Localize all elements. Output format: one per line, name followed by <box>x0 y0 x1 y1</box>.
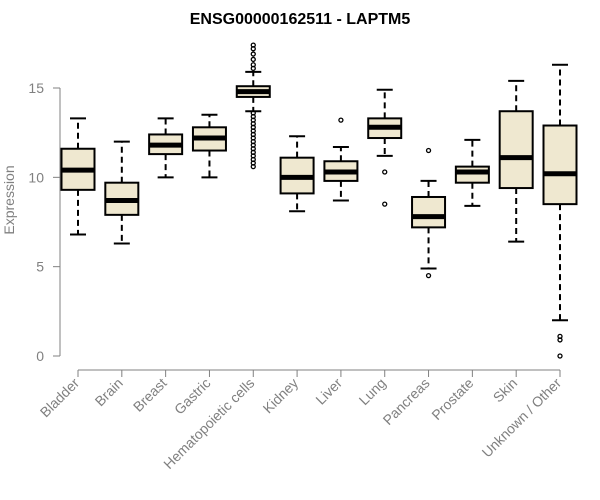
y-axis-label: Expression <box>1 165 17 234</box>
category-label-skin: Skin <box>490 375 521 406</box>
outlier-hematopoietic-cells-17 <box>250 62 256 68</box>
category-label-pancreas: Pancreas <box>380 375 433 428</box>
outlier-lung-1 <box>382 201 388 207</box>
outlier-liver-0 <box>338 117 344 123</box>
outlier-hematopoietic-cells-21 <box>250 42 256 48</box>
outlier-hematopoietic-cells-19 <box>250 51 256 57</box>
outlier-unknown-other-1 <box>557 337 563 343</box>
category-label-prostate: Prostate <box>428 375 476 423</box>
category-label-brain: Brain <box>92 375 126 409</box>
box-kidney <box>279 135 315 213</box>
chart-title: ENSG00000162511 - LAPTM5 <box>190 11 411 28</box>
outlier-hematopoietic-cells-18 <box>250 56 256 63</box>
category-label-bladder: Bladder <box>37 375 83 421</box>
boxes-group <box>60 42 578 359</box>
category-label-gastric: Gastric <box>171 375 214 418</box>
outlier-lung-0 <box>382 169 388 175</box>
box-hematopoietic-cells <box>235 42 271 170</box>
axes: 0 5 10 15 <box>28 80 561 377</box>
category-label-liver: Liver <box>312 375 345 408</box>
outlier-pancreas-0 <box>425 147 432 154</box>
outlier-hematopoietic-cells-15 <box>250 110 256 116</box>
box-bladder <box>60 117 96 236</box>
iqr-box-prostate <box>454 165 490 184</box>
box-skin <box>498 79 534 243</box>
box-lung <box>367 88 403 207</box>
outlier-pancreas-1 <box>425 272 432 279</box>
box-gastric <box>191 113 227 179</box>
iqr-box-skin <box>498 110 534 190</box>
y-tick-label-10: 10 <box>28 169 44 185</box>
box-prostate <box>454 138 490 207</box>
category-label-lung: Lung <box>356 375 389 408</box>
box-unknown-other <box>542 63 578 359</box>
box-brain <box>104 140 140 245</box>
box-breast <box>148 117 184 179</box>
iqr-box-pancreas <box>411 195 447 229</box>
category-label-breast: Breast <box>130 375 170 415</box>
box-liver <box>323 117 359 202</box>
y-tick-label-5: 5 <box>36 259 44 275</box>
category-label-kidney: Kidney <box>260 375 302 417</box>
category-label-unknown-other: Unknown / Other <box>479 375 565 461</box>
y-tick-label-0: 0 <box>36 348 44 364</box>
outlier-unknown-other-2 <box>557 353 563 359</box>
iqr-box-unknown-other <box>542 124 578 206</box>
y-tick-label-15: 15 <box>28 80 44 96</box>
box-pancreas <box>411 147 447 279</box>
